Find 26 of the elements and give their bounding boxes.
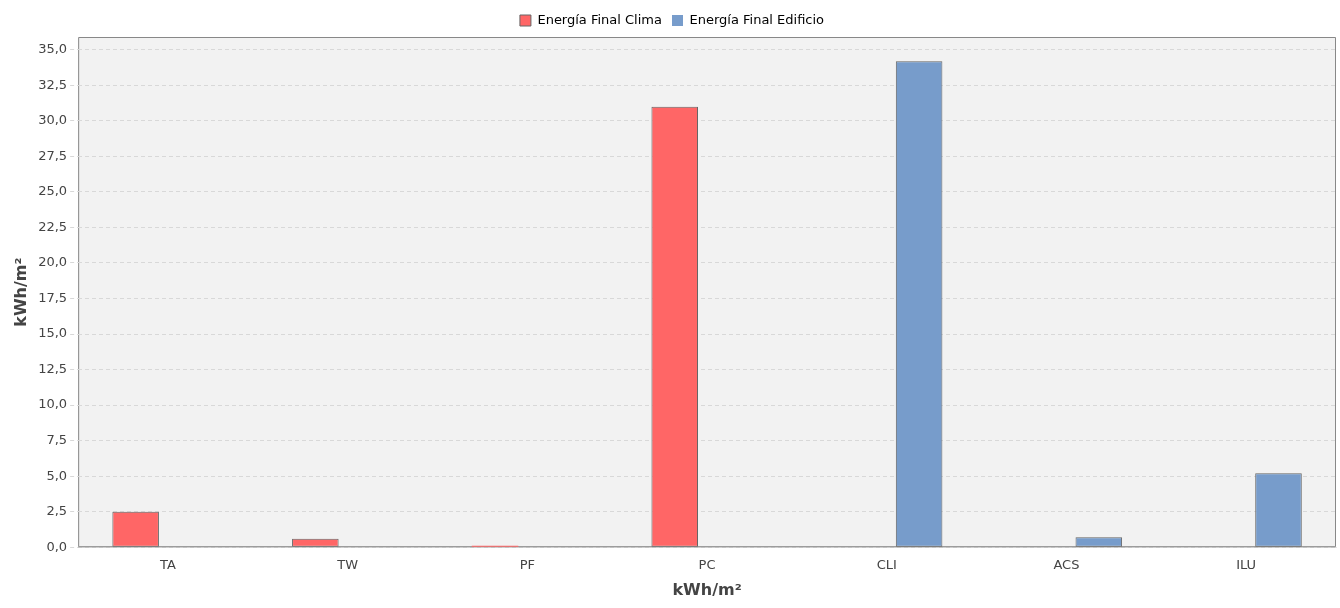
x-tick-label: TA — [159, 557, 177, 573]
y-tick-label: 35,0 — [38, 41, 68, 57]
x-tick-label: CLI — [876, 557, 897, 573]
y-tick-label: 2,5 — [46, 503, 68, 519]
y-tick-label: 25,0 — [38, 183, 68, 199]
y-tick-label: 30,0 — [38, 112, 68, 128]
legend-label: Energía Final Clima — [537, 11, 662, 27]
y-tick-label: 7,5 — [46, 431, 68, 447]
y-tick-label: 12,5 — [38, 360, 68, 376]
y-tick-label: 22,5 — [38, 218, 68, 234]
x-tick-label: ILU — [1236, 557, 1257, 573]
y-tick-label: 17,5 — [38, 289, 68, 305]
y-axis-title: kWh/m² — [10, 257, 30, 327]
x-axis-title: kWh/m² — [672, 579, 742, 599]
y-tick-label: 27,5 — [38, 147, 68, 163]
legend-label: Energía Final Edificio — [689, 11, 825, 27]
y-tick-label: 32,5 — [38, 76, 68, 92]
y-tick-label: 0,0 — [46, 538, 68, 554]
x-tick-label: ACS — [1053, 557, 1080, 573]
x-tick-label: TW — [336, 557, 359, 573]
y-tick-label: 10,0 — [38, 396, 68, 412]
x-tick-label: PF — [519, 557, 536, 573]
y-tick-label: 20,0 — [38, 254, 68, 270]
y-tick-label: 15,0 — [38, 325, 68, 341]
x-tick-label: PC — [698, 557, 716, 573]
y-tick-label: 5,0 — [46, 467, 68, 483]
